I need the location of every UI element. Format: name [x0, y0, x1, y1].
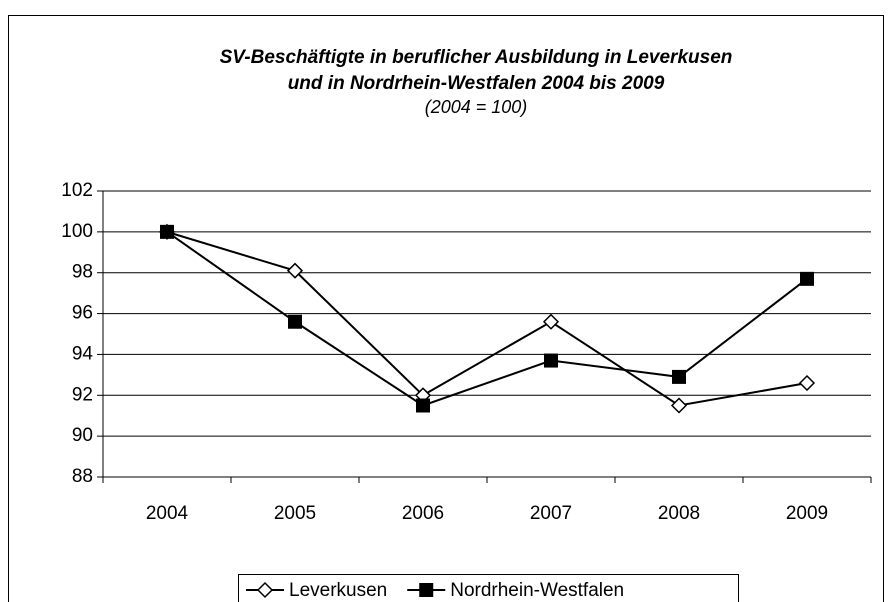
marker [416, 398, 430, 413]
marker [800, 271, 814, 286]
legend-marker [256, 581, 274, 599]
chart-title: SV-Beschäftigte in beruflicher Ausbildun… [220, 47, 733, 68]
x-tick-label: 2007 [530, 503, 572, 524]
marker [286, 262, 304, 279]
chart-subtitle: (2004 = 100) [425, 97, 528, 117]
x-tick-label: 2004 [146, 503, 189, 524]
y-tick-label: 98 [72, 262, 93, 283]
marker [670, 397, 688, 414]
marker [542, 313, 560, 330]
y-tick-label: 90 [72, 425, 93, 446]
y-tick-label: 96 [72, 303, 93, 324]
chart-frame [8, 15, 884, 602]
y-tick-label: 92 [72, 384, 93, 405]
y-tick-label: 102 [61, 180, 93, 201]
marker [288, 314, 302, 329]
marker [672, 369, 686, 384]
x-tick-label: 2008 [658, 503, 700, 524]
line [166, 231, 808, 407]
legend-label: Leverkusen [289, 580, 387, 601]
legend-box [238, 574, 739, 602]
line [166, 230, 808, 407]
legend-marker [419, 583, 434, 597]
marker [544, 353, 558, 368]
chart-title: und in Nordrhein-Westfalen 2004 bis 2009 [288, 73, 665, 94]
marker [160, 224, 174, 239]
marker [798, 374, 816, 392]
y-tick-label: 100 [61, 221, 93, 242]
x-tick-label: 2009 [786, 503, 828, 524]
x-tick-label: 2005 [274, 503, 316, 524]
y-tick-label: 88 [72, 466, 93, 487]
x-tick-label: 2006 [402, 503, 444, 524]
legend-label: Nordrhein-Westfalen [450, 580, 624, 601]
y-tick-label: 94 [72, 343, 94, 364]
